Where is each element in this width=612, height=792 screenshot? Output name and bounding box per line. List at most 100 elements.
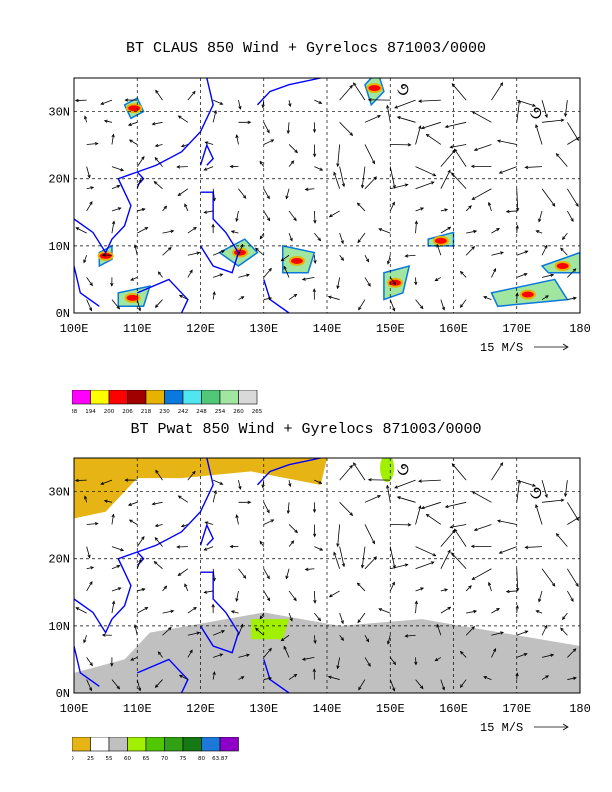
wind-arrow xyxy=(176,545,188,549)
wind-arrow xyxy=(187,606,197,614)
wind-arrow xyxy=(111,299,121,310)
wind-arrow xyxy=(86,166,91,179)
wind-arrow xyxy=(496,139,517,145)
colorbar-label: 200 xyxy=(104,409,115,415)
wind-arrow xyxy=(313,635,317,645)
wind-arrow xyxy=(314,612,322,622)
wind-arrow xyxy=(328,590,340,598)
wind-arrow xyxy=(415,181,435,190)
map-frame xyxy=(73,457,581,694)
wind-arrow xyxy=(515,568,520,592)
wind-arrow xyxy=(567,122,579,142)
wind-arrow xyxy=(83,255,88,264)
wind-arrow xyxy=(127,121,138,126)
wind-arrow xyxy=(154,156,163,167)
wind-arrow xyxy=(204,141,214,145)
wind-arrow xyxy=(336,657,341,670)
wind-arrow xyxy=(535,230,543,234)
wind-arrow xyxy=(567,648,577,658)
wind-arrow xyxy=(238,296,245,300)
latitude-label: 10N xyxy=(48,620,70,634)
wind-arrow xyxy=(516,272,528,278)
wind-arrow xyxy=(313,210,317,224)
wind-arrow xyxy=(178,674,189,680)
wind-arrow xyxy=(280,634,290,642)
wind-arrow xyxy=(339,464,353,481)
wind-arrow xyxy=(162,609,175,614)
colorbar-label: 65 xyxy=(143,756,150,762)
colorbar-swatch xyxy=(201,737,221,752)
wind-arrow xyxy=(389,581,395,592)
wind-arrow xyxy=(515,604,519,614)
wind-arrow xyxy=(471,491,492,503)
wind-arrow xyxy=(470,164,492,168)
wind-arrow xyxy=(127,501,138,506)
longitude-label: 160E xyxy=(439,702,468,716)
wind-arrow xyxy=(212,99,224,105)
wind-arrow xyxy=(396,496,416,503)
wind-arrow xyxy=(312,122,317,133)
wind-arrow xyxy=(288,100,292,108)
wind-arrow xyxy=(420,501,441,510)
wind-arrow xyxy=(487,201,492,212)
wind-arrow xyxy=(263,188,270,200)
wind-arrow xyxy=(288,232,293,242)
map-frame xyxy=(73,77,581,314)
latitude-label: 0N xyxy=(56,307,70,321)
wind-arrow xyxy=(187,226,197,234)
wind-arrow xyxy=(288,144,298,154)
wind-arrow xyxy=(358,679,366,691)
colorbar-swatch xyxy=(238,390,258,405)
pwat-dry-region xyxy=(74,458,327,519)
wind-arrow xyxy=(288,160,295,167)
wind-arrow xyxy=(360,166,366,189)
wind-arrow xyxy=(286,502,290,515)
colorbar-label: 63.87 xyxy=(212,756,228,762)
longitude-label: 180 xyxy=(569,322,591,336)
wind-arrow xyxy=(100,99,113,105)
colorbar-swatch xyxy=(108,390,128,405)
wind-arrow xyxy=(255,627,265,636)
wind-arrow xyxy=(415,546,437,557)
wind-arrow xyxy=(440,169,451,189)
colorbar-label: 55 xyxy=(106,756,113,762)
wind-arrow xyxy=(389,546,396,569)
wind-arrow xyxy=(449,144,467,149)
wind-arrow xyxy=(378,608,391,614)
wind-arrow xyxy=(357,232,366,244)
wind-arrow xyxy=(339,502,354,516)
wind-arrow xyxy=(124,98,138,102)
wind-arrow xyxy=(567,188,579,207)
colorbar-label: 242 xyxy=(178,409,189,415)
longitude-label: 150E xyxy=(376,322,405,336)
wind-arrow xyxy=(136,155,145,167)
colorbar-label: 260 xyxy=(233,409,244,415)
wind-arrow xyxy=(154,523,163,528)
wind-arrow xyxy=(541,624,548,636)
wind-arrow xyxy=(162,205,168,212)
longitude-label: 140E xyxy=(313,322,342,336)
wind-scale-label: 15 M/S xyxy=(480,721,523,735)
wind-arrow xyxy=(389,201,395,212)
wind-arrow xyxy=(451,463,467,481)
wind-arrow xyxy=(259,232,265,240)
gyre-location-marker: ૭ xyxy=(529,482,542,503)
wind-arrow xyxy=(516,479,537,487)
wind-arrow xyxy=(259,540,265,547)
wind-arrow xyxy=(111,166,125,172)
wind-arrow xyxy=(466,609,478,614)
wind-arrow xyxy=(157,271,163,278)
wind-arrow xyxy=(312,502,317,513)
wind-arrow xyxy=(459,270,467,278)
wind-arrow xyxy=(212,291,216,300)
wind-arrow xyxy=(516,630,529,636)
wind-arrow xyxy=(415,679,424,690)
wind-arrow xyxy=(339,166,346,188)
wind-arrow xyxy=(541,295,550,300)
colorbar-label: 60 xyxy=(124,756,131,762)
gyre-location-marker: ૭ xyxy=(397,79,410,100)
wind-arrow xyxy=(496,519,517,525)
colorbar-label: 254 xyxy=(215,409,226,415)
colorbar-swatch xyxy=(182,737,202,752)
wind-arrow xyxy=(74,478,87,483)
